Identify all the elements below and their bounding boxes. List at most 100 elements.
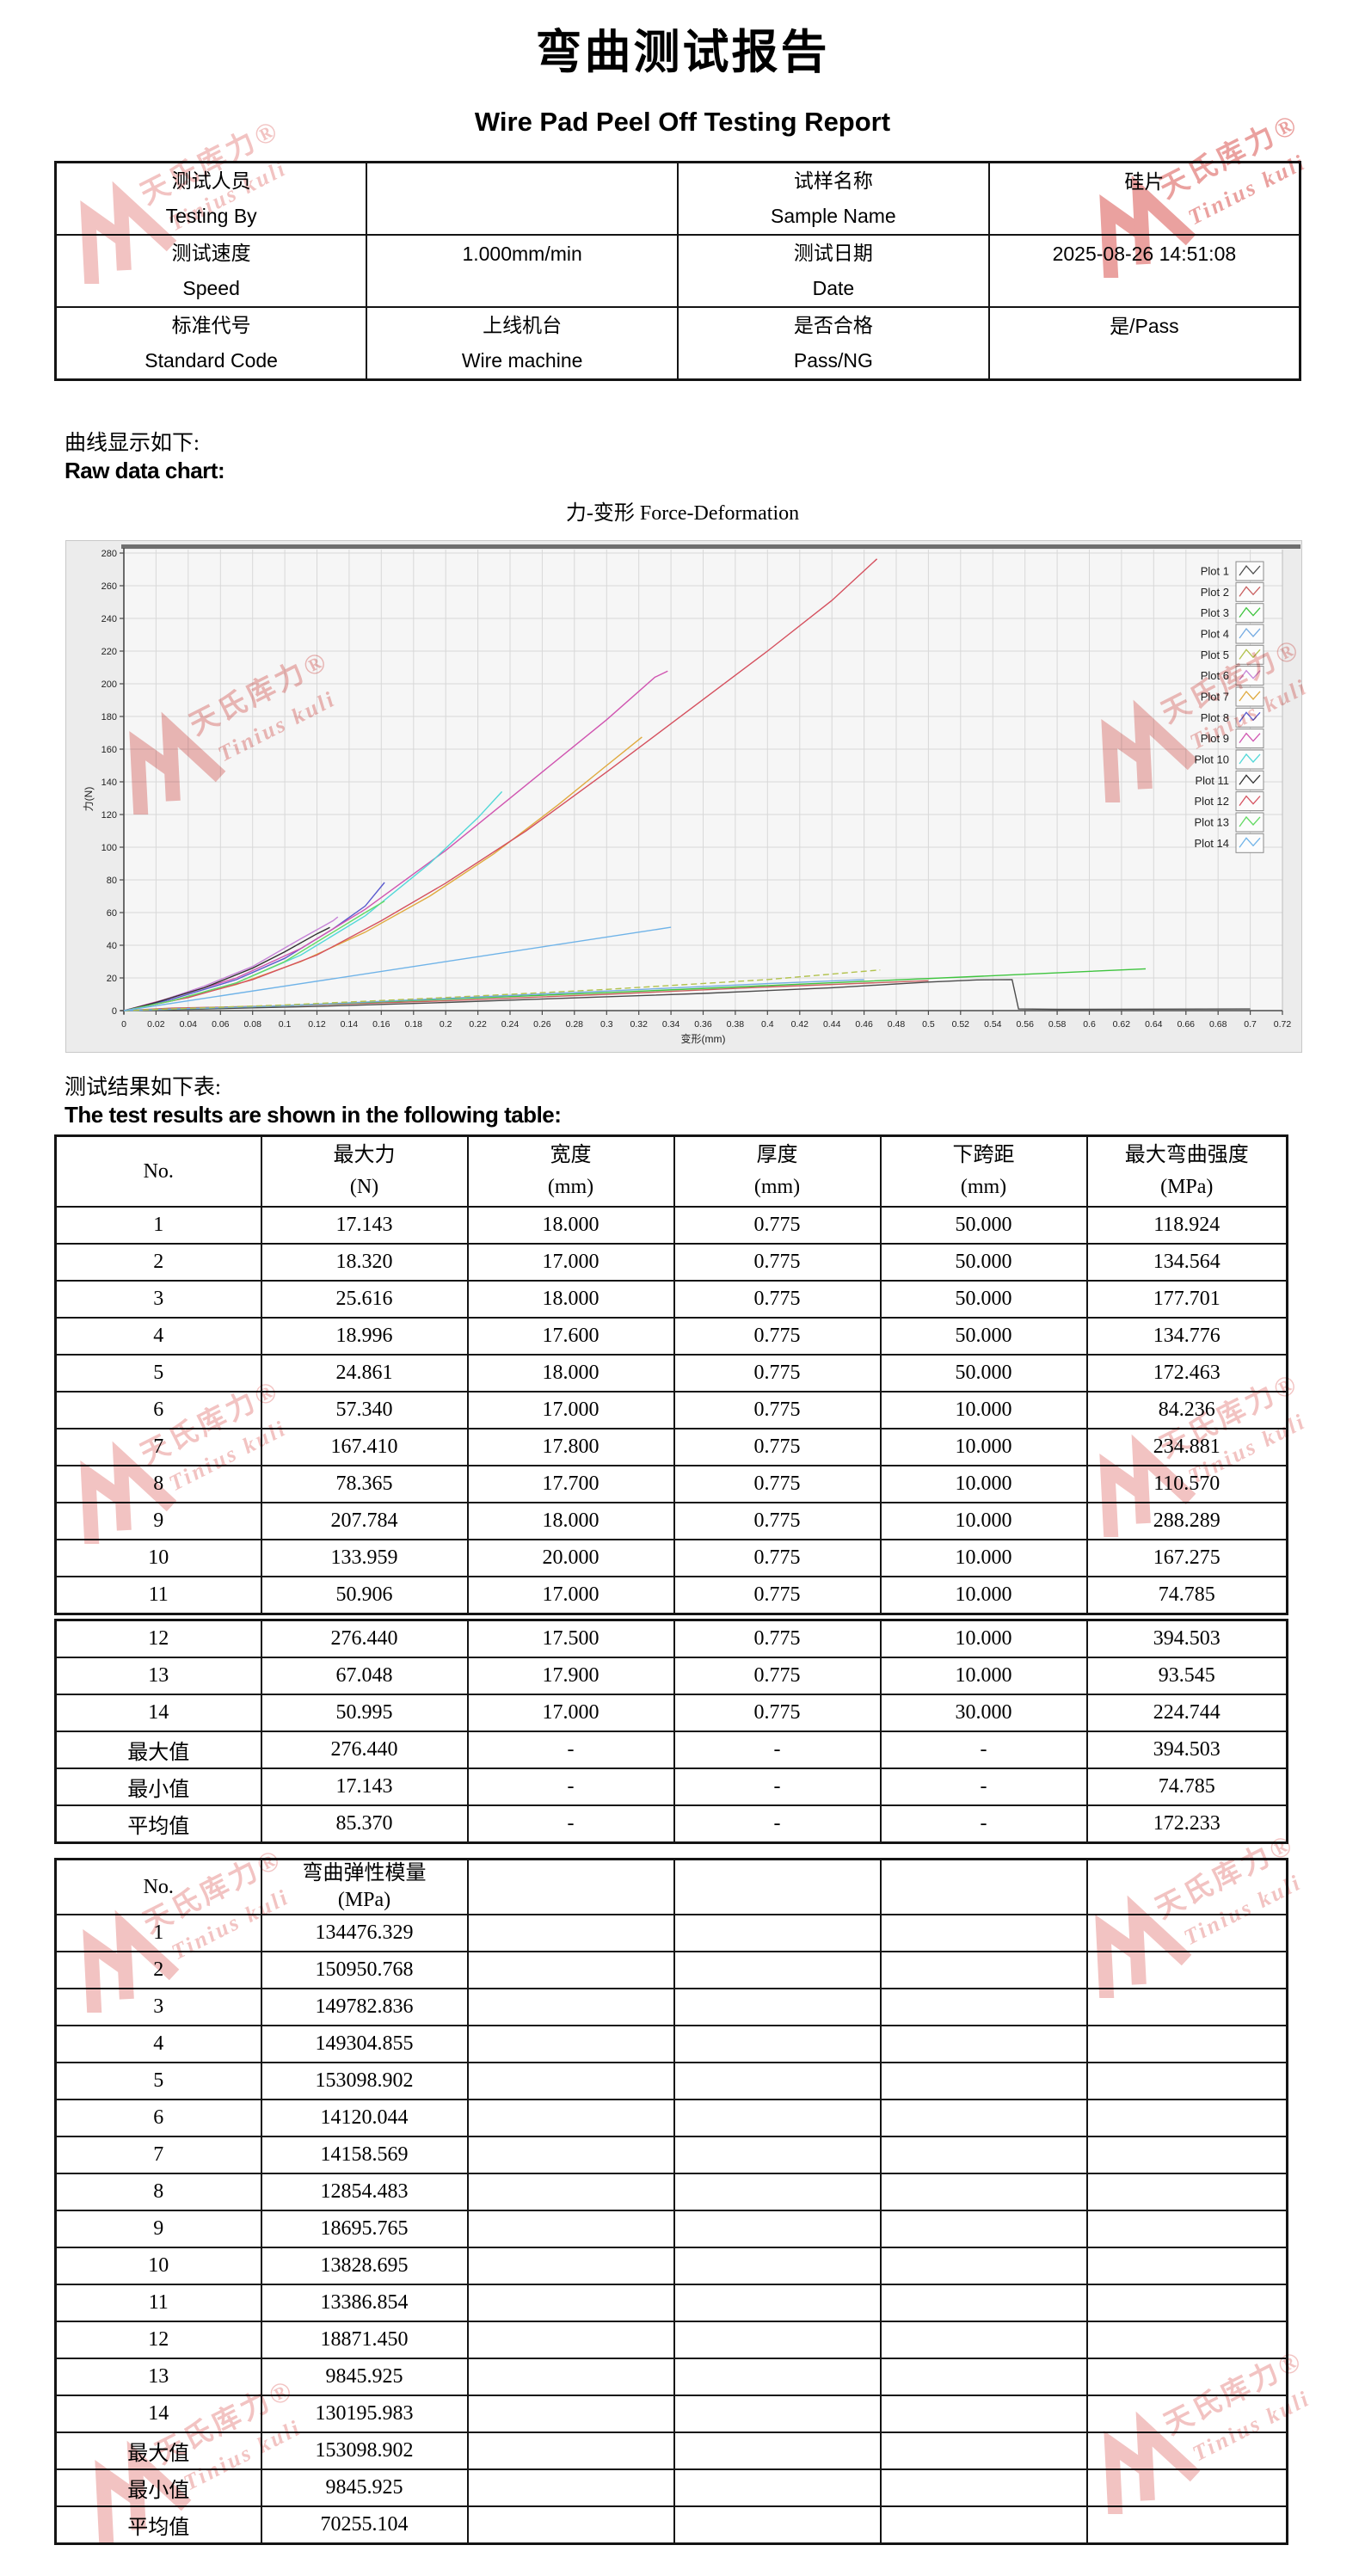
table-cell: 10.000 [879, 1576, 1088, 1615]
table-header-row: No. 弯曲弹性模量 (MPa) [54, 1858, 1288, 1915]
table-cell [673, 1951, 882, 1989]
legend-swatch [1235, 624, 1264, 644]
table-cell: 50.995 [260, 1694, 469, 1732]
svg-text:60: 60 [107, 908, 117, 919]
legend-label: Plot 7 [1201, 691, 1229, 704]
table-cell [466, 2468, 675, 2507]
table-cell [466, 2284, 675, 2322]
table-cell: 10 [54, 1539, 262, 1577]
table-header-row: No. 最大力 (N) 宽度 (mm) 厚度 (mm) 下跨距 (mm) 最大弯曲强度 (MPa) [54, 1134, 1288, 1208]
svg-text:0.5: 0.5 [922, 1019, 935, 1030]
table-row: 9 207.784 18.000 0.775 10.000 288.289 [54, 1502, 1288, 1540]
table-cell [673, 2395, 882, 2433]
column-header: 厚度 (mm) [673, 1134, 882, 1208]
table-cell [673, 2247, 882, 2285]
table-cell: 4 [54, 1317, 262, 1356]
table-cell: 130195.983 [260, 2395, 469, 2433]
info-cell: 1.000mm/min [366, 234, 679, 308]
table-cell: 84.236 [1085, 1391, 1288, 1429]
table-row: 11 13386.854 [54, 2284, 1288, 2322]
table-cell: 0.775 [673, 1354, 882, 1393]
table-cell: 1 [54, 1206, 262, 1245]
table-row: 最大值 276.440- - -394.503 [54, 1731, 1288, 1769]
info-cell: 是否合格 Pass/NG [677, 306, 990, 381]
info-table: 测试人员 Testing By 试样名称 Sample Name 硅片 测试速度 Spe… [54, 161, 1301, 381]
table-cell [466, 2321, 675, 2359]
table-cell: 133.959 [260, 1539, 469, 1577]
table-cell: 9 [54, 1502, 262, 1540]
table-cell: 12854.483 [260, 2173, 469, 2211]
table-cell: 平均值 [54, 1804, 262, 1844]
legend-label: Plot 9 [1201, 732, 1229, 745]
svg-text:0.26: 0.26 [533, 1019, 551, 1030]
table-cell: 93.545 [1085, 1657, 1288, 1695]
table-cell: 18695.765 [260, 2210, 469, 2248]
table-cell: 167.275 [1085, 1539, 1288, 1577]
table-cell: 17.500 [466, 1619, 675, 1658]
svg-text:0.14: 0.14 [341, 1019, 359, 1030]
svg-text:80: 80 [107, 876, 117, 886]
legend-label: Plot 8 [1201, 711, 1229, 724]
legend-label: Plot 6 [1201, 669, 1229, 682]
results-table-part1: No. 最大力 (N) 宽度 (mm) 厚度 (mm) 下跨距 (mm) 最大弯曲强度 (MPa) … [54, 1134, 1288, 1615]
column-header: 下跨距 (mm) [879, 1134, 1088, 1208]
table-cell: - [466, 1804, 675, 1844]
results-table-part2: 12 276.440 17.500 0.775 10.000 394.503 13 67.04… [54, 1619, 1288, 1844]
series-plot-8 [123, 882, 385, 1011]
svg-text:100: 100 [101, 843, 117, 853]
svg-text:0.1: 0.1 [279, 1019, 292, 1030]
table-cell [879, 1914, 1088, 1952]
table-cell: 17.000 [466, 1694, 675, 1732]
modulus-table: No. 弯曲弹性模量 (MPa) 1 134476.329 2 150950.768 3 14… [54, 1858, 1288, 2545]
svg-text:0: 0 [121, 1019, 126, 1030]
table-cell: 153098.902 [260, 2432, 469, 2470]
legend-swatch [1235, 644, 1264, 665]
svg-text:0.38: 0.38 [727, 1019, 745, 1030]
svg-text:0.48: 0.48 [888, 1019, 906, 1030]
table-row: 5 24.861 18.000 0.775 50.000 172.463 [54, 1354, 1288, 1393]
svg-text:0.3: 0.3 [600, 1019, 613, 1030]
svg-text:260: 260 [101, 581, 117, 592]
svg-text:0.42: 0.42 [791, 1019, 809, 1030]
table-cell: 0.775 [673, 1539, 882, 1577]
series-plot-2 [123, 980, 929, 1011]
table-cell: 276.440 [260, 1731, 469, 1769]
table-row: 平均值 70255.104 [54, 2505, 1288, 2545]
column-header: 弯曲弹性模量 (MPa) [260, 1858, 469, 1915]
table-row: 7 14158.569 [54, 2136, 1288, 2174]
table-cell: 18.000 [466, 1280, 675, 1319]
table-cell [1085, 2136, 1288, 2174]
svg-text:0.28: 0.28 [566, 1019, 584, 1030]
table-cell: 最大值 [54, 1731, 262, 1769]
table-cell: 14158.569 [260, 2136, 469, 2174]
table-cell: - [466, 1731, 675, 1769]
table-cell [673, 2062, 882, 2100]
table-cell: 85.370 [260, 1804, 469, 1844]
svg-text:0.7: 0.7 [1244, 1019, 1257, 1030]
legend-swatch [1235, 791, 1264, 812]
table-cell: 134.564 [1085, 1243, 1288, 1282]
table-cell: 177.701 [1085, 1280, 1288, 1319]
chart-svg: 0 20 40 60 80 100 120 140 160 180 200 220 240 260 280 0… [83, 544, 1300, 1045]
table-row: 1 134476.329 [54, 1914, 1288, 1952]
table-cell: - [879, 1731, 1088, 1769]
table-cell: 20.000 [466, 1539, 675, 1577]
table-row: 最小值 9845.925 [54, 2468, 1288, 2507]
table-cell: 6 [54, 1391, 262, 1429]
table-cell: 4 [54, 2025, 262, 2063]
table-cell: 25.616 [260, 1280, 469, 1319]
legend-label: Plot 3 [1201, 606, 1229, 619]
table-cell [879, 2468, 1088, 2507]
table-row: 6 14120.044 [54, 2099, 1288, 2137]
table-cell: 0.775 [673, 1317, 882, 1356]
table-cell: 18.996 [260, 1317, 469, 1356]
table-cell: - [673, 1768, 882, 1806]
table-cell: 276.440 [260, 1619, 469, 1658]
table-cell [1085, 2284, 1288, 2322]
table-cell [673, 2136, 882, 2174]
svg-text:0.02: 0.02 [147, 1019, 165, 1030]
table-cell: 13828.695 [260, 2247, 469, 2285]
table-cell [879, 2247, 1088, 2285]
table-cell [1085, 1951, 1288, 1989]
table-cell [466, 2210, 675, 2248]
